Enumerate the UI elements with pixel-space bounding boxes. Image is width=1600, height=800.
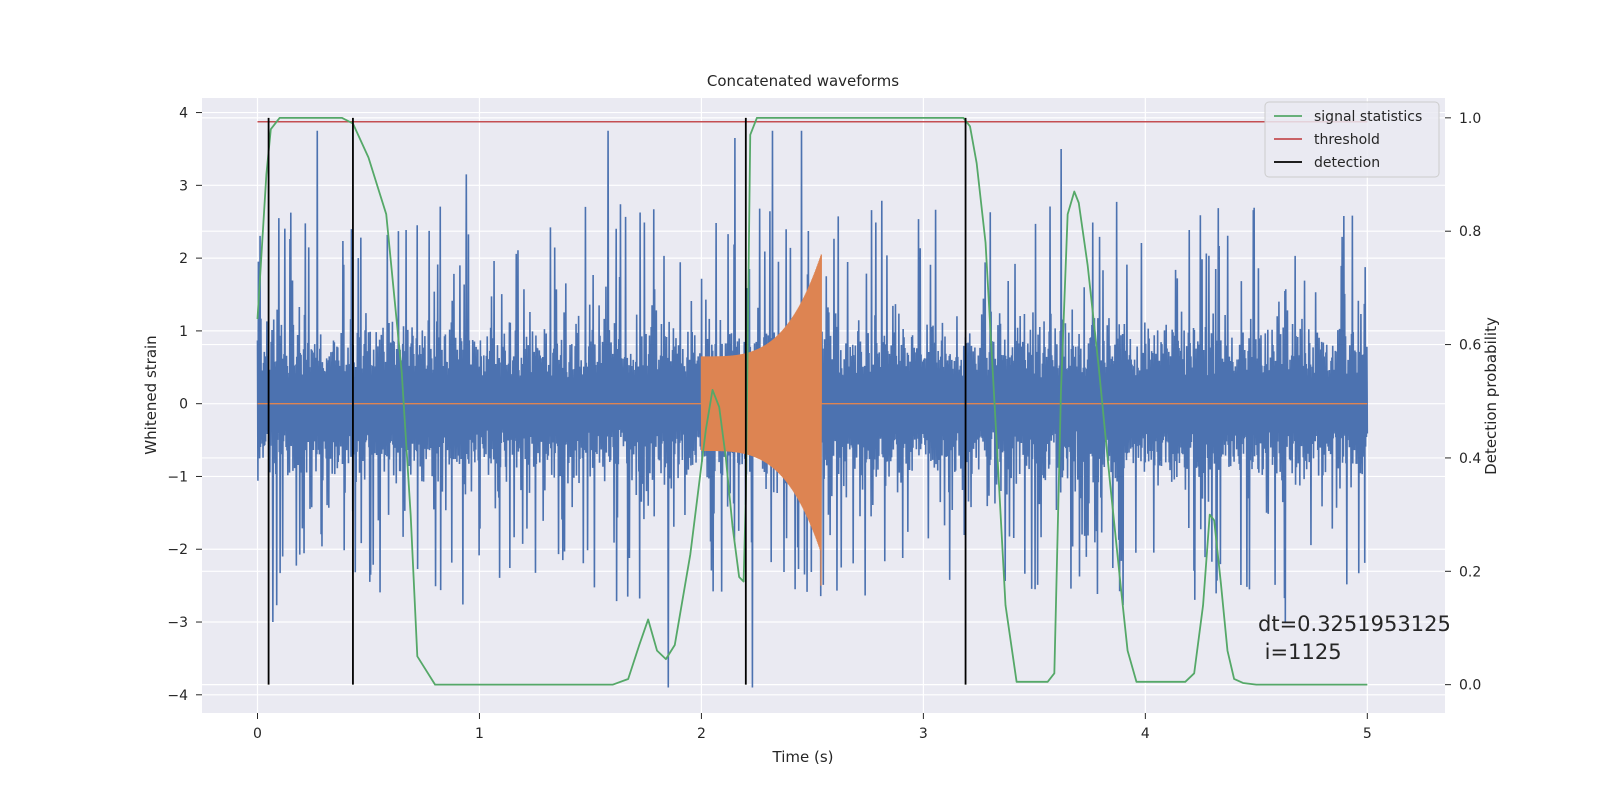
y-axis-label-left: Whitened strain (142, 335, 160, 454)
y-tick-label-left: 2 (179, 251, 188, 267)
legend-label-detection: detection (1314, 155, 1380, 171)
y-tick-label-left: −4 (167, 688, 188, 704)
y-tick-label-left: −2 (167, 542, 188, 558)
signal-statistics-line (256, 116, 1368, 686)
x-tick-label: 3 (919, 726, 928, 742)
grid (202, 98, 1445, 713)
legend: signal statistics threshold detection (1264, 101, 1440, 178)
x-tick-label: 4 (1141, 726, 1150, 742)
y-tick-label-right: 0.4 (1459, 451, 1481, 467)
y-axis-label-right: Detection probability (1482, 317, 1500, 475)
y-tick-label-left: −3 (167, 615, 188, 631)
y-tick-label-right: 0.6 (1459, 338, 1481, 354)
chart-title: Concatenated waveforms (707, 72, 899, 90)
x-tick-label: 2 (697, 726, 706, 742)
annotation-dt: dt=0.3251953125 (1258, 612, 1451, 636)
y-tick-label-right: 0.0 (1459, 678, 1481, 694)
legend-label-threshold: threshold (1314, 132, 1380, 148)
x-tick-label: 1 (475, 726, 484, 742)
x-tick-label: 0 (253, 726, 262, 742)
legend-box (1264, 101, 1440, 178)
y-tick-label-left: 4 (179, 106, 188, 122)
y-tick-label-right: 0.8 (1459, 224, 1481, 240)
x-tick-label: 5 (1363, 726, 1372, 742)
plot-content (256, 116, 1369, 688)
annotation: dt=0.3251953125 i=1125 (1258, 612, 1451, 664)
annotation-i: i=1125 (1258, 640, 1342, 664)
y-tick-label-left: 0 (179, 397, 188, 413)
tick-labels: 0 1 2 3 4 5 −4 −3 −2 −1 0 1 2 3 4 0.0 0.2 0.4 0.6 0.8 1.0 (167, 106, 1481, 742)
y-tick-label-left: 1 (179, 324, 188, 340)
y-tick-label-right: 1.0 (1459, 111, 1481, 127)
y-tick-label-left: −1 (167, 469, 188, 485)
legend-label-signal-statistics: signal statistics (1314, 109, 1422, 125)
x-axis-label: Time (s) (772, 748, 834, 766)
y-tick-label-left: 3 (179, 178, 188, 194)
y-tick-label-right: 0.2 (1459, 564, 1481, 580)
